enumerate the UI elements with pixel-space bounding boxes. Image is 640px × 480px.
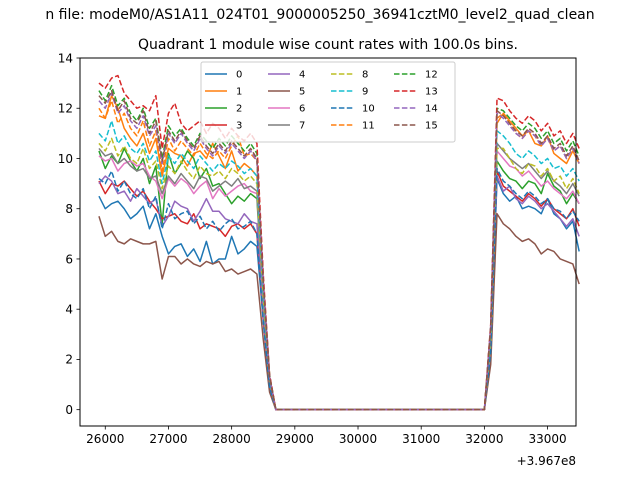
x-tick-label: 27000 xyxy=(149,432,187,446)
y-tick-label: 12 xyxy=(58,102,73,116)
x-tick-label: 26000 xyxy=(86,432,124,446)
chart-title: Quadrant 1 module wise count rates with … xyxy=(138,37,518,53)
legend-label-14: 14 xyxy=(425,104,438,115)
legend-label-10: 10 xyxy=(362,104,375,115)
y-tick-label: 14 xyxy=(58,51,73,65)
y-tick-label: 6 xyxy=(65,252,73,266)
y-tick-label: 4 xyxy=(65,302,73,316)
x-tick-label: 28000 xyxy=(213,432,251,446)
y-tick-label: 10 xyxy=(58,152,73,166)
x-tick-label: 31000 xyxy=(402,432,440,446)
x-tick-label: 32000 xyxy=(465,432,503,446)
y-tick-label: 0 xyxy=(65,403,73,417)
series-line-15 xyxy=(98,89,580,411)
legend-label-5: 5 xyxy=(299,87,305,98)
axes-frame xyxy=(79,57,577,427)
x-axis: 26000 27000 28000 29000 30000 31000 32000 33000 xyxy=(86,426,567,446)
x-offset-label: +3.967e8 xyxy=(517,454,576,468)
legend-label-7: 7 xyxy=(299,121,305,132)
legend-label-4: 4 xyxy=(299,70,305,81)
series-line-14 xyxy=(98,92,580,411)
series-line-8 xyxy=(98,137,580,411)
x-tick-label: 30000 xyxy=(339,432,377,446)
legend-label-12: 12 xyxy=(425,70,438,81)
legend-label-13: 13 xyxy=(425,87,438,98)
legend-box xyxy=(200,61,456,143)
y-tick-label: 2 xyxy=(65,353,73,367)
legend-label-2: 2 xyxy=(236,104,242,115)
legend-label-15: 15 xyxy=(425,121,438,132)
legend-label-8: 8 xyxy=(362,70,368,81)
legend-label-0: 0 xyxy=(236,70,242,81)
y-tick-label: 8 xyxy=(65,202,73,216)
legend-label-9: 9 xyxy=(362,87,368,98)
legend-label-11: 11 xyxy=(362,121,375,132)
legend-label-3: 3 xyxy=(236,121,242,132)
figure-suptitle: n file: modeM0/AS1A11_024T01_9000005250_… xyxy=(45,7,594,23)
series-layer xyxy=(98,74,580,411)
series-line-12 xyxy=(98,84,580,411)
x-tick-label: 29000 xyxy=(276,432,314,446)
x-tick-label: 33000 xyxy=(528,432,566,446)
legend-label-1: 1 xyxy=(236,87,242,98)
y-axis: 0 2 4 6 8 10 12 14 xyxy=(58,51,80,417)
legend-label-6: 6 xyxy=(299,104,305,115)
